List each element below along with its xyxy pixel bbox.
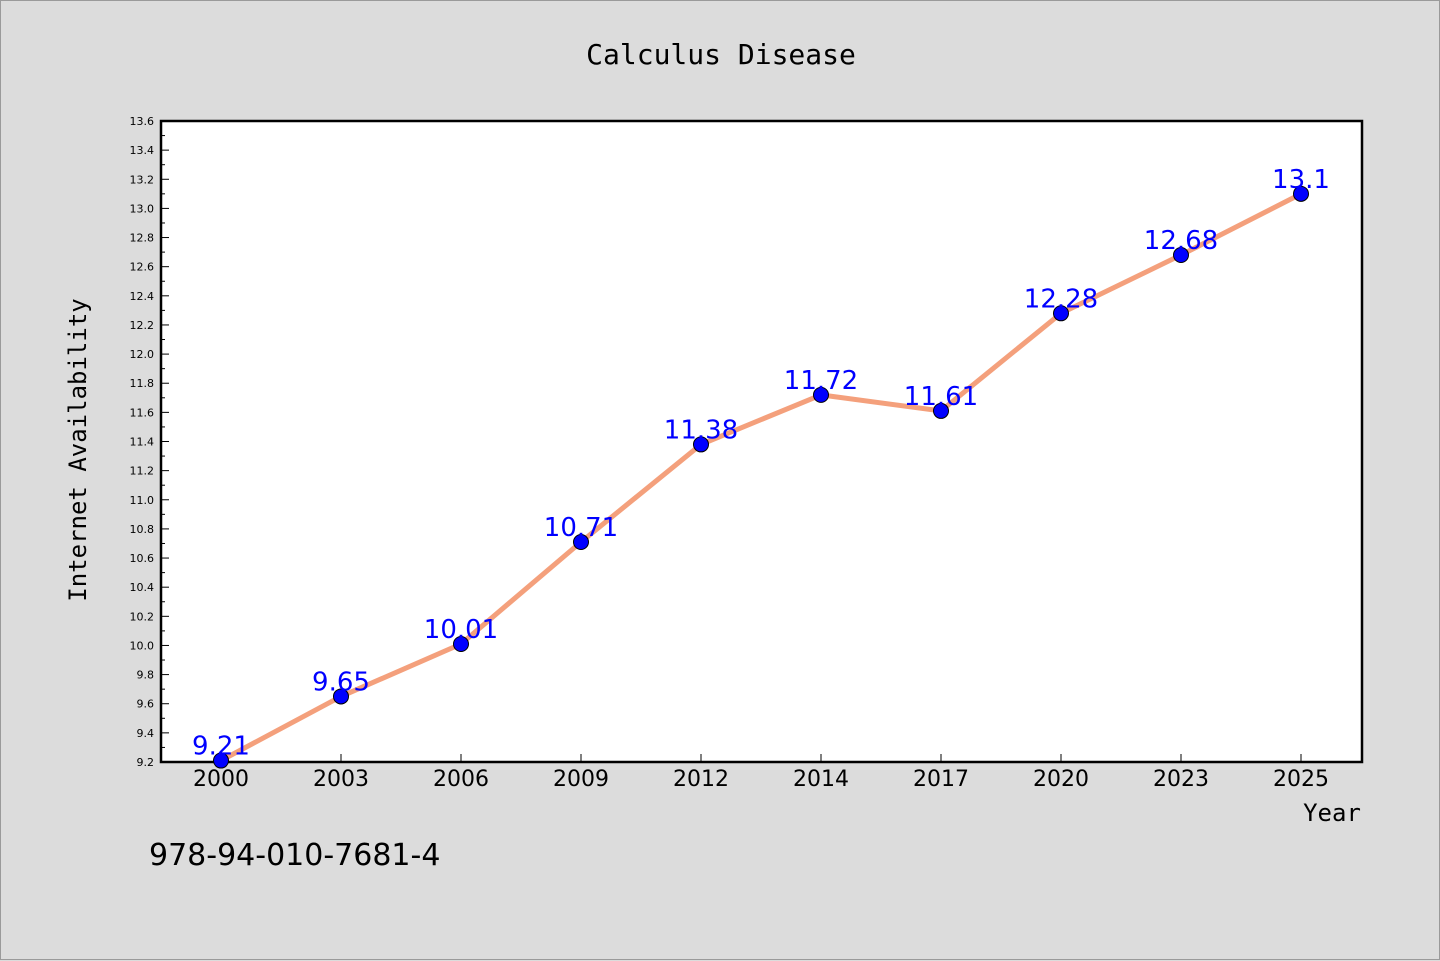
y-tick-label: 10.6: [130, 552, 155, 565]
data-label: 12.28: [1024, 284, 1098, 314]
y-tick-label: 13.2: [130, 173, 155, 186]
data-labels: 9.21 9.65 10.01 10.71 11.38 11.72 11.61 12.28 12…: [192, 165, 1330, 762]
data-point: [1053, 305, 1069, 322]
y-tick-label: 13.4: [130, 144, 155, 157]
x-tick-label: 2020: [1033, 767, 1089, 792]
y-tick-label: 12.2: [130, 319, 155, 332]
data-point: [933, 402, 949, 419]
x-tick-label: 2003: [313, 767, 369, 792]
data-label: 11.38: [664, 415, 738, 445]
y-tick-label: 10.0: [130, 639, 155, 652]
data-label: 9.21: [192, 732, 250, 762]
y-tick-label: 12.8: [130, 232, 155, 245]
y-tick-label: 13.0: [130, 202, 155, 215]
x-tick-label: 2012: [673, 767, 729, 792]
y-tick-label: 11.0: [130, 494, 155, 507]
y-tick-label: 12.6: [130, 261, 155, 274]
data-label: 9.65: [312, 667, 370, 697]
series-line: [218, 191, 1304, 764]
y-tick-label: 12.0: [130, 348, 155, 361]
y-axis-title: Internet Availability: [64, 298, 92, 601]
data-point: [213, 752, 229, 769]
y-tick-label: 11.2: [130, 465, 155, 478]
y-axis: 9.2 9.4 9.6 9.8 10.0 10.2 10.4 10.6 10.8 11.0 11.2…: [130, 115, 169, 769]
y-tick-label: 9.2: [137, 756, 155, 769]
series-markers: [213, 185, 1309, 769]
y-tick-label: 9.8: [137, 669, 155, 682]
x-tick-label: 2000: [193, 767, 249, 792]
data-point: [453, 635, 469, 652]
y-tick-label: 10.2: [130, 610, 155, 623]
x-tick-label: 2009: [553, 767, 609, 792]
data-label: 12.68: [1144, 226, 1218, 256]
x-tick-label: 2025: [1273, 767, 1329, 792]
data-label: 11.61: [904, 382, 978, 412]
data-label: 13.1: [1272, 165, 1330, 195]
y-tick-label: 12.4: [130, 290, 155, 303]
plot-area: [159, 119, 1364, 764]
x-tick-label: 2017: [913, 767, 969, 792]
x-tick-label: 2023: [1153, 767, 1209, 792]
data-label: 11.72: [784, 366, 858, 396]
x-tick-label: 2014: [793, 767, 849, 792]
y-tick-label: 9.6: [137, 698, 155, 711]
data-point: [573, 534, 589, 551]
data-label: 10.71: [544, 513, 618, 543]
data-point: [693, 436, 709, 453]
x-tick-label: 2006: [433, 767, 489, 792]
x-axis-title: Year: [1303, 799, 1361, 827]
data-point: [333, 688, 349, 705]
isbn-code: 978-94-010-7681-4: [149, 838, 440, 873]
data-point: [1173, 247, 1189, 264]
y-tick-label: 10.4: [130, 581, 155, 594]
data-point: [813, 386, 829, 403]
y-tick-label: 9.4: [137, 727, 155, 740]
x-axis: 2000 2003 2006 2009 2012 2014 2017 2020 2023 2025: [193, 754, 1329, 792]
y-tick-label: 10.8: [130, 523, 155, 536]
chart-title: Calculus Disease: [586, 38, 856, 71]
series-polyline: [218, 191, 1304, 764]
data-label: 10.01: [424, 615, 498, 645]
y-tick-label: 11.6: [130, 406, 155, 419]
y-tick-label: 13.6: [130, 115, 155, 128]
y-tick-label: 11.8: [130, 377, 155, 390]
data-point: [1293, 185, 1309, 202]
y-tick-label: 11.4: [130, 436, 155, 449]
